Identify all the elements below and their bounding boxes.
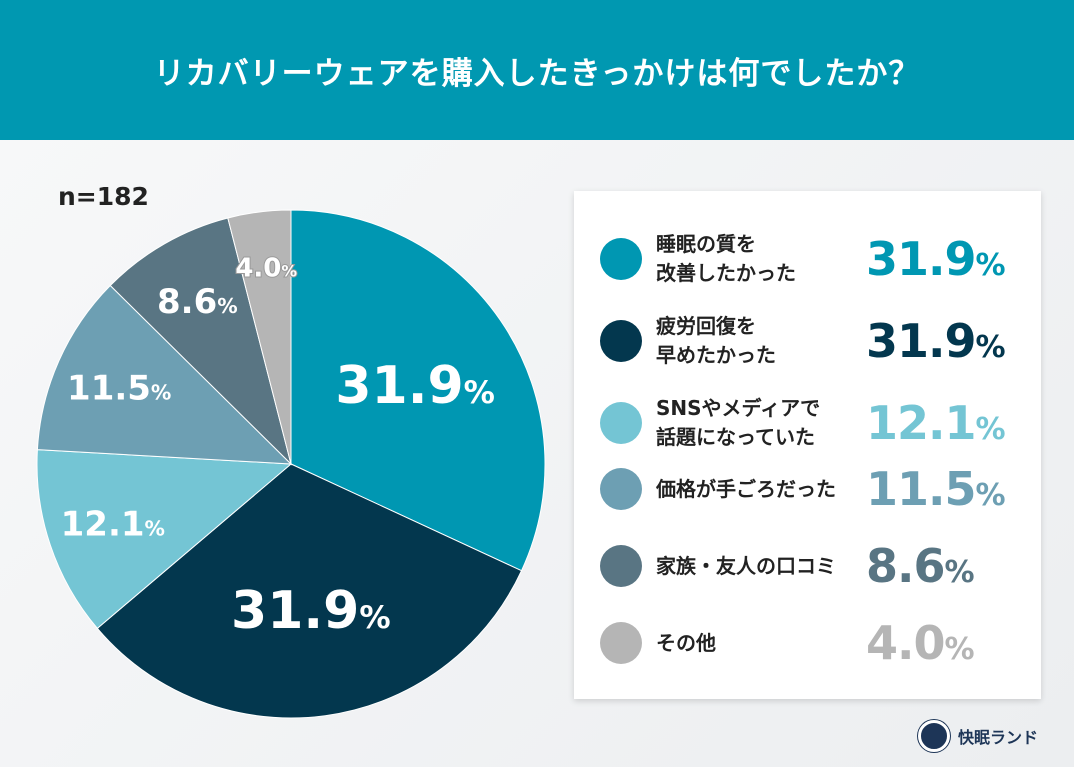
legend-value: 31.9% — [866, 232, 1006, 286]
pie-slice — [96, 463, 523, 719]
legend-label: SNSやメディアで 話題になっていた — [656, 396, 821, 449]
pie-slice — [36, 449, 293, 630]
legend-swatch — [600, 402, 642, 444]
legend-item: 睡眠の質を 改善したかった 31.9% — [600, 229, 1030, 289]
legend-swatch — [600, 622, 642, 664]
legend-label: その他 — [656, 630, 716, 655]
legend-swatch — [600, 545, 642, 587]
legend-value: 31.9% — [866, 314, 1006, 368]
header: リカバリーウェアを購入したきっかけは何でしたか？ — [0, 0, 1074, 140]
legend-item: 家族・友人の口コミ 8.6% — [600, 536, 1030, 596]
legend-label: 睡眠の質を 改善したかった — [656, 232, 796, 285]
pie-slice — [227, 209, 292, 465]
pie-chart: 31.9%31.9%12.1%11.5%8.6%4.0% — [36, 209, 546, 719]
legend-label: 家族・友人の口コミ — [656, 553, 836, 578]
legend-value: 11.5% — [866, 462, 1006, 516]
legend-swatch — [600, 320, 642, 362]
chart-title: リカバリーウェアを購入したきっかけは何でしたか？ — [153, 55, 921, 92]
legend: 睡眠の質を 改善したかった 31.9% 疲労回復を 早めたかった 31.9% SNSやメディ… — [574, 191, 1041, 699]
sample-size: n=182 — [58, 182, 149, 211]
legend-value: 8.6% — [866, 539, 975, 593]
legend-value: 4.0% — [866, 616, 975, 670]
legend-item: 価格が手ごろだった 11.5% — [600, 459, 1030, 519]
legend-label: 価格が手ごろだった — [656, 476, 836, 501]
legend-label: 疲労回復を 早めたかった — [656, 314, 776, 367]
legend-swatch — [600, 468, 642, 510]
pie-slice — [109, 217, 292, 466]
legend-item: SNSやメディアで 話題になっていた 12.1% — [600, 393, 1030, 453]
slice-label: 31.9% — [231, 581, 391, 641]
brand-name: 快眠ランド — [958, 728, 1039, 747]
logo-icon — [918, 720, 950, 752]
legend-item: 疲労回復を 早めたかった 31.9% — [600, 311, 1030, 371]
slice-label: 31.9% — [335, 356, 495, 416]
pie-slice — [290, 209, 546, 572]
legend-swatch — [600, 238, 642, 280]
legend-item: その他 4.0% — [600, 613, 1030, 673]
pie-slice — [36, 284, 293, 465]
legend-value: 12.1% — [866, 396, 1006, 450]
brand-logo: 快眠ランド — [918, 720, 1038, 752]
